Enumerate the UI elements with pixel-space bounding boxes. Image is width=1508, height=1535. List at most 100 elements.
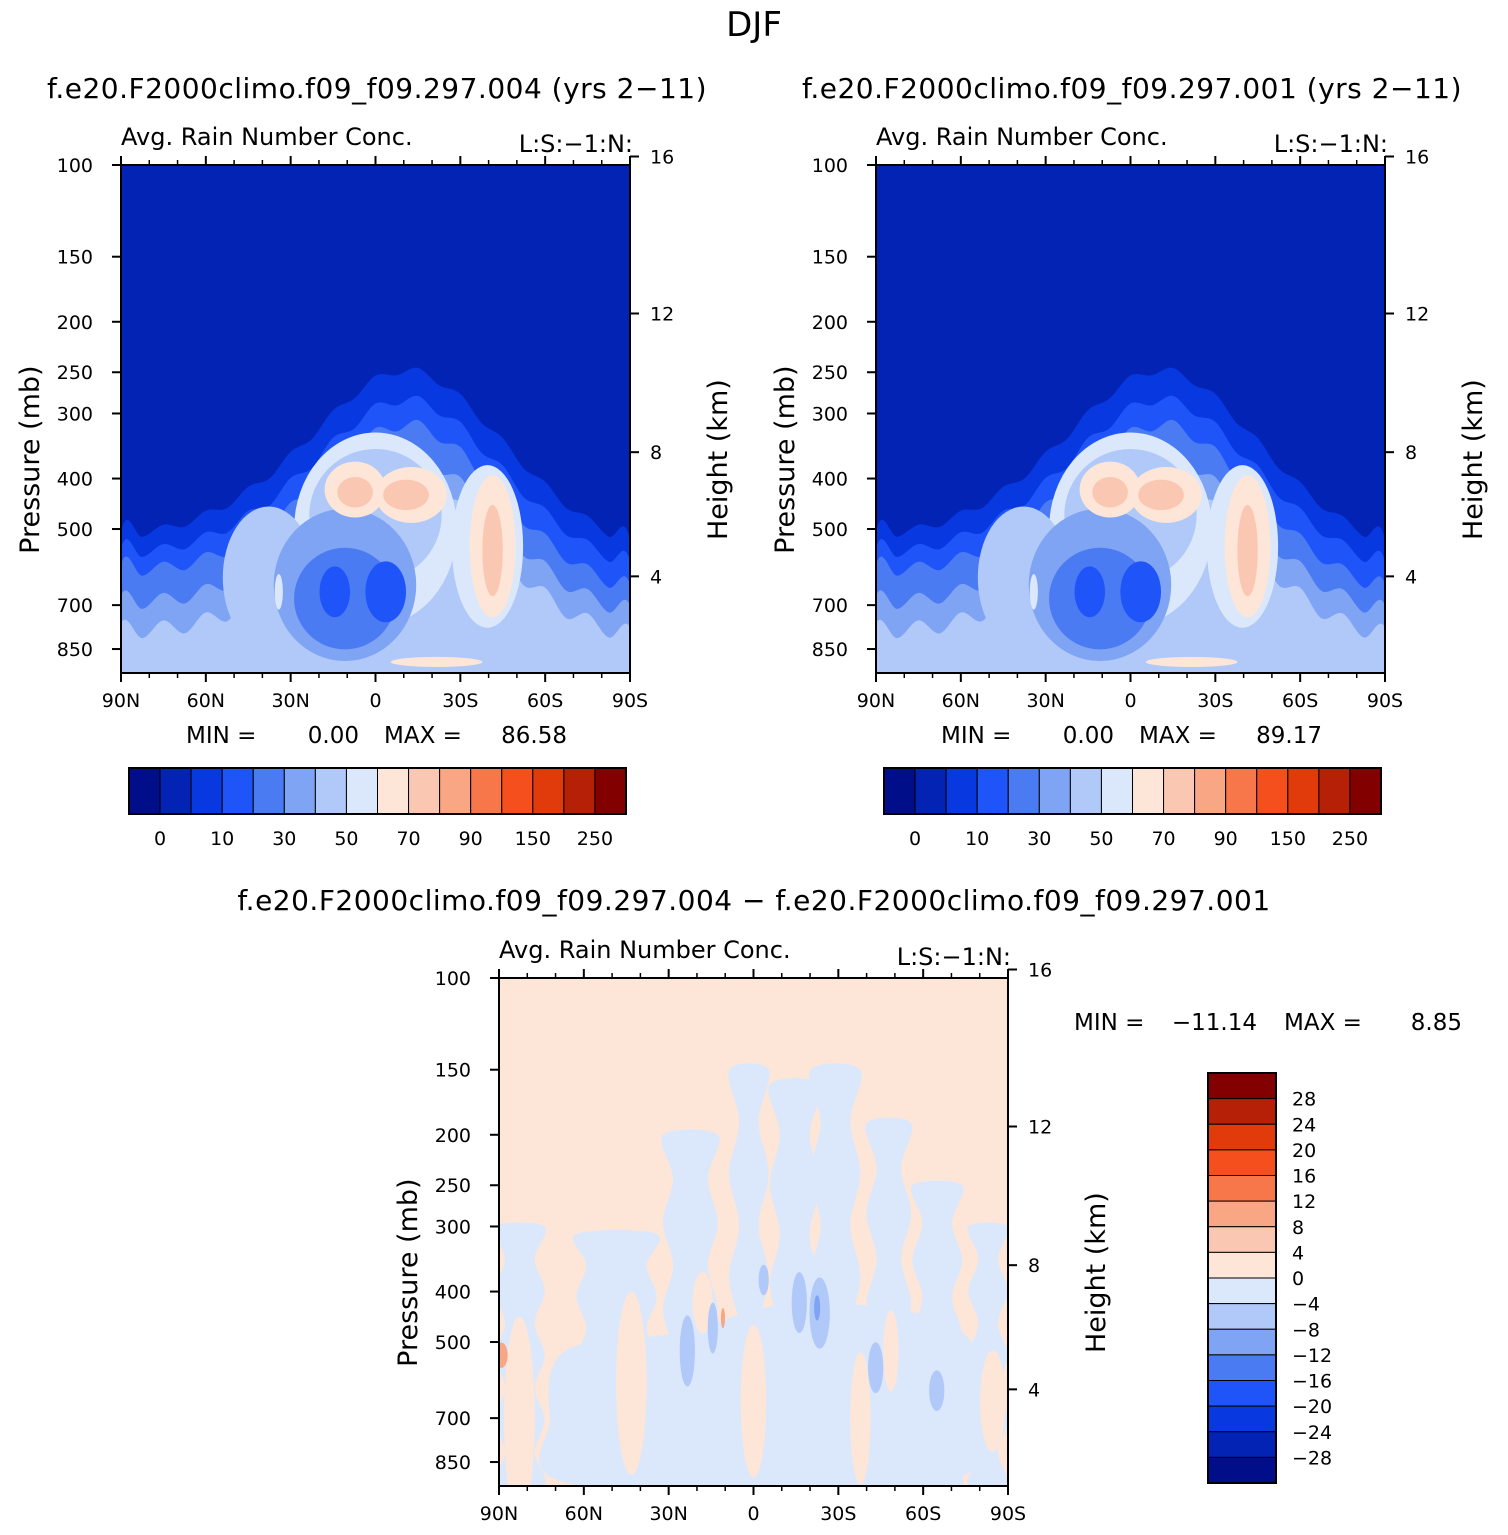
panel-a-run-title: f.e20.F2000climo.f09_f09.297.004 (yrs 2−… [47,72,707,105]
y-tick-label: 850 [57,639,93,661]
y-tick-label: 200 [57,312,93,334]
x-tick-label: 0 [369,690,381,712]
panel-b-run-title: f.e20.F2000climo.f09_f09.297.001 (yrs 2−… [802,72,1462,105]
colorbar-label: 70 [396,828,420,850]
panel-a: 90N 60N 30N 0 30S 60S 90S100150200250300400500… [15,123,734,850]
colorbar-label: 30 [272,828,296,850]
x-tick-label: 90S [612,690,648,712]
min-value: 0.00 [308,723,359,749]
y-tick-label: 250 [812,362,848,384]
contour-blob [1092,477,1128,508]
min-label: MIN = [186,723,256,749]
contour-blob [883,1310,899,1392]
contour-blob [707,1302,718,1354]
colorbar-swatch [1163,767,1196,815]
colorbar-swatch [1038,767,1071,815]
y-tick-label: 300 [812,403,848,425]
colorbar-swatch [377,767,410,815]
min-label: MIN = [941,723,1011,749]
colorbar-label: 0 [909,828,921,850]
x-tick-label: 0 [1124,690,1136,712]
x-tick-label: 90N [857,690,895,712]
colorbar-label: 16 [1292,1166,1316,1188]
y2-axis-title: Height (km) [703,379,734,540]
y-tick-label: 850 [812,639,848,661]
x-tick-label: 0 [747,1503,759,1525]
colorbar-swatch [883,767,916,815]
y-tick-label: 150 [435,1060,471,1082]
colorbar-swatch [976,767,1009,815]
y-tick-label: 500 [812,519,848,541]
figure-title: DJF [726,5,782,45]
diff-run-title: f.e20.F2000climo.f09_f09.297.004 − f.e20… [237,884,1270,917]
x-tick-label: 90S [1367,690,1403,712]
max-value: 86.58 [501,723,567,749]
x-tick-label: 60S [905,1503,941,1525]
colorbar-swatch [594,767,627,815]
colorbar-swatch [1207,1380,1277,1407]
colorbar-swatch [314,767,347,815]
y-tick-label: 850 [435,1452,471,1474]
y2-axis-title: Height (km) [1458,379,1489,540]
y2-axis-title: Height (km) [1081,1192,1112,1353]
colorbar-swatch [221,767,254,815]
x-tick-label: 90N [480,1503,518,1525]
colorbar-swatch [1349,767,1382,815]
colorbar-swatch [1318,767,1351,815]
y2-tick-label: 4 [650,566,662,588]
x-tick-label: 30S [820,1503,856,1525]
contour-blob [740,1325,767,1478]
colorbar-label: 50 [334,828,358,850]
y-tick-label: 250 [57,362,93,384]
y2-tick-label: 8 [650,442,662,464]
panel-diff: 90N 60N 30N 0 30S 60S 90S100150200250300400500… [393,936,1462,1525]
y-tick-label: 500 [435,1332,471,1354]
colorbar-label: −28 [1292,1447,1332,1469]
contour-blob [504,1316,535,1486]
colorbar-label: 0 [154,828,166,850]
contour-blob [868,1342,884,1394]
y2-tick-label: 12 [650,304,674,326]
contour-blob [319,566,351,618]
x-tick-label: 60S [1282,690,1318,712]
colorbar-swatch [1069,767,1102,815]
contour-blob [814,1295,821,1321]
colorbar-swatch [1207,1072,1277,1100]
contour-blob [692,1272,713,1334]
colorbar-label: 250 [1332,828,1368,850]
colorbar-label: −12 [1292,1345,1332,1367]
colorbar-swatch [190,767,223,815]
x-tick-label: 60N [565,1503,603,1525]
y-tick-label: 300 [435,1216,471,1238]
colorbar-label: −24 [1292,1422,1332,1444]
colorbar-label: 12 [1292,1191,1316,1213]
colorbar-swatch [1207,1175,1277,1202]
colorbar-swatch [532,767,565,815]
x-tick-label: 30S [442,690,478,712]
colorbar-swatch [1100,767,1133,815]
colorbar-swatch [159,767,192,815]
contour-blob [390,656,483,668]
variable-title: Avg. Rain Number Conc. [499,936,791,964]
y-tick-label: 100 [435,968,471,990]
y2-tick-label: 8 [1405,442,1417,464]
y-tick-label: 300 [57,403,93,425]
colorbar-label: 24 [1292,1114,1316,1136]
y-tick-label: 100 [812,155,848,177]
colorbar-swatch [1207,1251,1277,1279]
contour-field [121,165,630,673]
contour-field [876,165,1385,673]
colorbar-swatch [1207,1149,1277,1176]
x-tick-label: 60S [527,690,563,712]
contour-blob [337,477,373,508]
colorbar-swatch [408,767,441,815]
colorbar-swatch [563,767,596,815]
y2-tick-label: 16 [650,147,674,169]
x-tick-label: 30N [1026,690,1064,712]
y-tick-label: 700 [812,595,848,617]
y2-tick-label: 16 [1028,960,1052,982]
max-label: MAX = [1139,723,1217,749]
colorbar-swatch [1207,1200,1277,1228]
y2-tick-label: 4 [1028,1379,1040,1401]
colorbar-swatch [1207,1123,1277,1151]
